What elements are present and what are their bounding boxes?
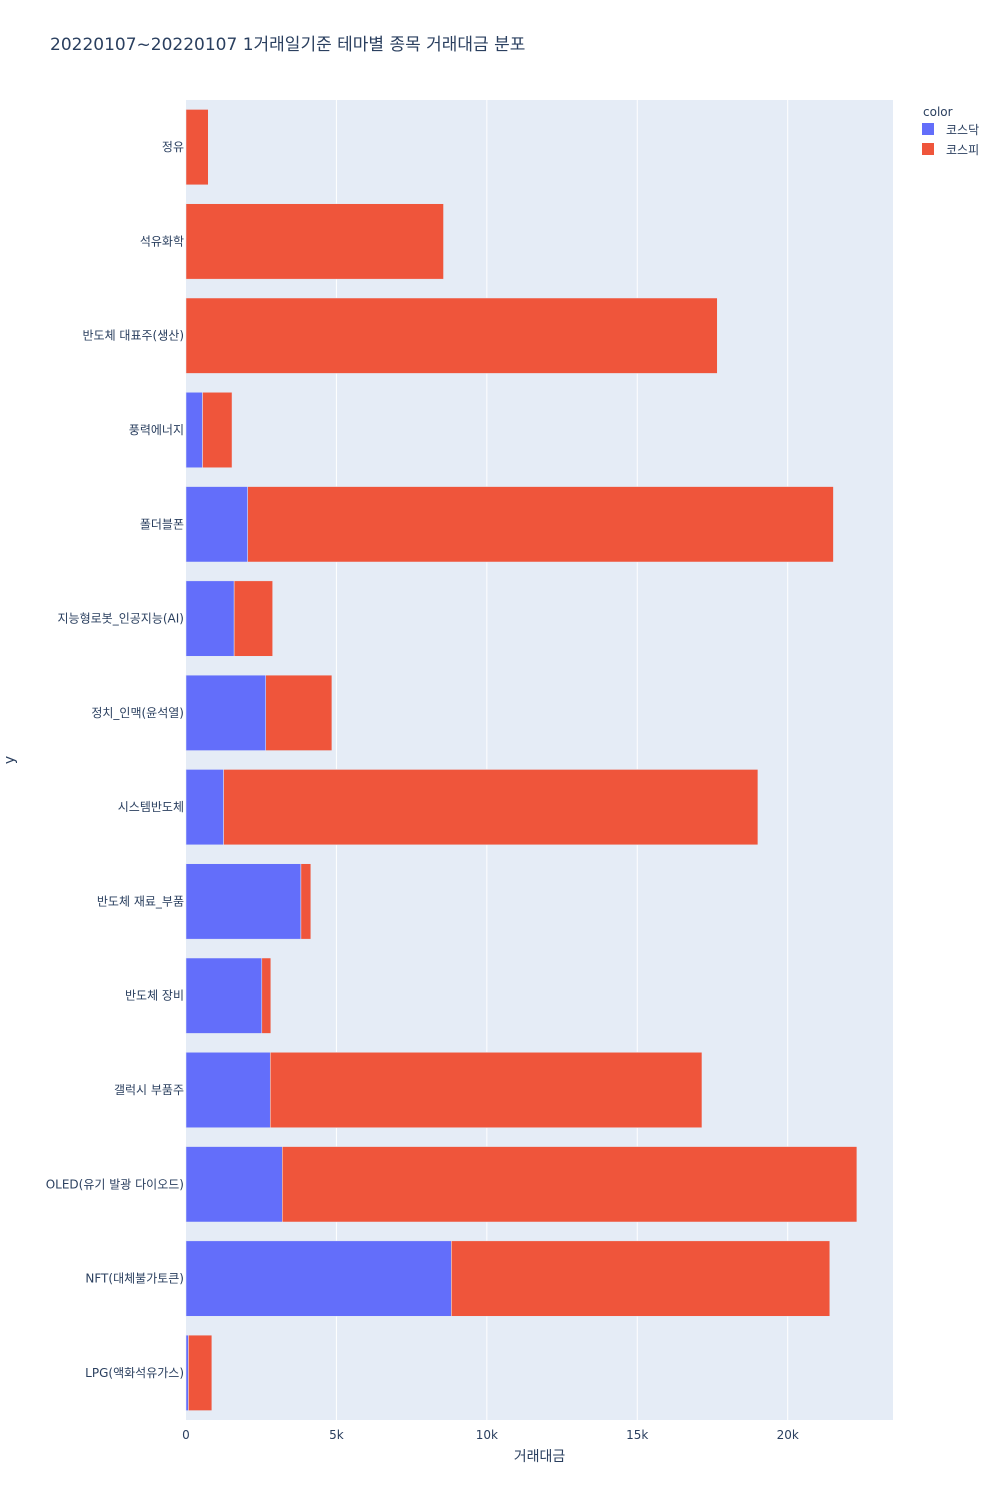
y-tick-label: 폴더블폰 [140,517,184,531]
x-tick-label: 0 [182,1428,190,1442]
legend-item-kosdaq[interactable]: 코스닥 [922,123,979,137]
bar-kospi[interactable] [451,1240,831,1317]
y-tick-label: 반도체 대표주(생산) [83,329,185,343]
bar-kosdaq[interactable] [185,486,248,563]
x-tick-label: 15k [626,1428,648,1442]
bar-kosdaq[interactable] [185,1052,271,1128]
y-tick-label: 갤럭시 부품주 [114,1083,184,1097]
bar-kosdaq[interactable] [185,580,235,657]
y-tick-label: 반도체 장비 [125,989,184,1003]
bars [185,109,858,1411]
y-tick-label: 지능형로봇_인공지능(AI) [58,612,184,626]
x-tick-label: 10k [476,1428,498,1442]
bar-kospi[interactable] [261,957,272,1034]
y-tick-label: 정치_인맥(윤석열) [91,706,184,720]
bar-kospi[interactable] [185,109,209,186]
legend-title: color [923,105,953,119]
bar-kospi[interactable] [185,203,444,280]
y-tick-label: 정유 [162,140,184,154]
y-tick-label: 석유화학 [140,234,184,248]
x-axis-title: 거래대금 [514,1449,566,1465]
legend-label-kosdaq: 코스닥 [946,123,979,137]
bar-kospi[interactable] [233,580,273,657]
legend-label-kospi: 코스피 [946,143,979,157]
y-tick-label: OLED(유기 발광 다이오드) [46,1177,184,1191]
bar-kospi[interactable] [265,674,333,751]
y-tick-label: 시스템반도체 [118,800,184,814]
bar-kospi[interactable] [247,486,834,563]
bar-kospi[interactable] [269,1052,703,1128]
bar-kospi[interactable] [185,297,718,374]
chart-title: 20220107~20220107 1거래일기준 테마별 종목 거래대금 분포 [50,35,525,55]
bar-kosdaq[interactable] [185,863,302,940]
legend[interactable]: color 코스닥 코스피 [922,105,979,157]
bar-kospi[interactable] [202,392,233,468]
y-tick-label: NFT(대체불가토큰) [85,1272,184,1286]
y-axis-title: y [2,756,18,764]
bar-kospi[interactable] [300,863,312,940]
x-tick-label: 5k [329,1428,344,1442]
bar-kospi[interactable] [188,1334,213,1411]
y-tick-label: 풍력에너지 [129,423,184,437]
x-tick-label: 20k [777,1428,799,1442]
legend-swatch-kosdaq [922,123,934,135]
legend-item-kospi[interactable]: 코스피 [922,143,979,157]
bar-kosdaq[interactable] [185,1334,189,1411]
x-axis-tick-labels: 0 5k 10k 15k 20k [182,1428,799,1442]
bar-kosdaq[interactable] [185,392,203,468]
bar-kospi[interactable] [282,1146,858,1223]
y-tick-label: 반도체 재료_부품 [97,894,184,908]
y-tick-label: LPG(액화석유가스) [85,1366,184,1380]
bar-kosdaq[interactable] [185,769,224,846]
bar-kosdaq[interactable] [185,1240,452,1317]
legend-swatch-kospi [922,143,934,155]
bar-kospi[interactable] [223,769,759,846]
bar-kosdaq[interactable] [185,957,263,1034]
bar-kosdaq[interactable] [185,674,266,751]
bar-kosdaq[interactable] [185,1146,283,1223]
